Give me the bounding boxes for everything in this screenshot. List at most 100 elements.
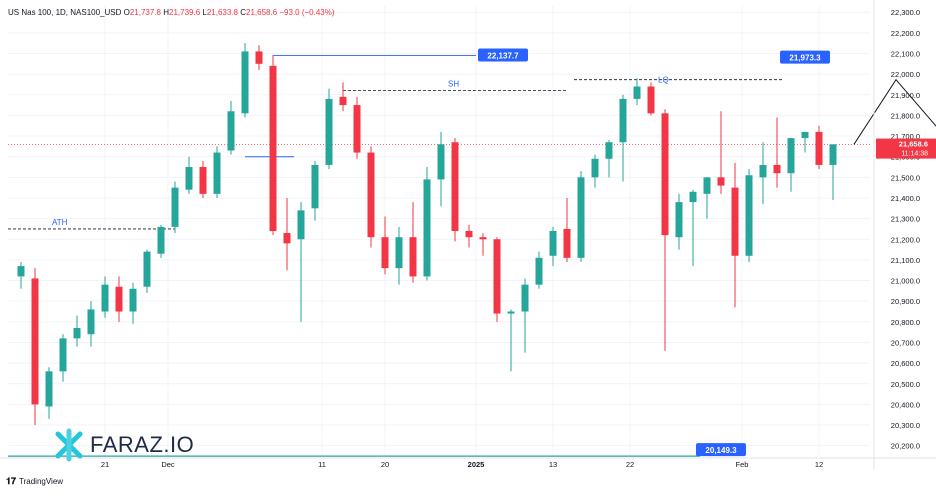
candle-body[interactable]: [451, 142, 459, 231]
candle-down[interactable]: [353, 96, 361, 159]
candle-body[interactable]: [185, 167, 193, 190]
candle-up[interactable]: [787, 138, 795, 192]
candle-body[interactable]: [87, 309, 95, 335]
candle-down[interactable]: [731, 162, 739, 308]
candle-up[interactable]: [87, 301, 95, 347]
candle-body[interactable]: [367, 152, 375, 238]
candle-down[interactable]: [647, 82, 655, 116]
candle-down[interactable]: [339, 82, 347, 112]
candle-body[interactable]: [45, 371, 53, 407]
candle-body[interactable]: [339, 96, 347, 106]
candle-down[interactable]: [381, 216, 389, 275]
candle-up[interactable]: [185, 156, 193, 194]
candle-body[interactable]: [269, 65, 277, 231]
candle-up[interactable]: [297, 202, 305, 322]
candle-up[interactable]: [325, 88, 333, 170]
candle-down[interactable]: [283, 197, 291, 271]
candle-body[interactable]: [395, 237, 403, 269]
candle-down[interactable]: [815, 125, 823, 170]
candle-up[interactable]: [507, 309, 515, 372]
candle-body[interactable]: [283, 233, 291, 244]
candle-down[interactable]: [773, 117, 781, 188]
candle-body[interactable]: [577, 177, 585, 258]
candle-body[interactable]: [521, 284, 529, 312]
candle-down[interactable]: [493, 237, 501, 322]
candle-body[interactable]: [661, 113, 669, 236]
candle-up[interactable]: [745, 169, 753, 262]
candle-up[interactable]: [59, 334, 67, 382]
candle-body[interactable]: [731, 187, 739, 256]
candle-body[interactable]: [157, 226, 165, 254]
candle-up[interactable]: [17, 261, 25, 289]
tradingview-watermark[interactable]: 𝟏𝟕 TradingView: [6, 476, 63, 487]
candle-up[interactable]: [703, 177, 711, 219]
candle-body[interactable]: [633, 86, 641, 99]
candle-body[interactable]: [759, 164, 767, 178]
candle-body[interactable]: [801, 131, 809, 139]
candle-up[interactable]: [633, 78, 641, 106]
candle-body[interactable]: [745, 175, 753, 256]
candle-up[interactable]: [549, 226, 557, 267]
candle-body[interactable]: [619, 98, 627, 143]
candle-up[interactable]: [171, 181, 179, 234]
candle-body[interactable]: [675, 202, 683, 238]
candle-body[interactable]: [815, 131, 823, 165]
candle-body[interactable]: [115, 286, 123, 312]
candle-body[interactable]: [241, 51, 249, 114]
candle-body[interactable]: [423, 179, 431, 277]
candle-up[interactable]: [577, 171, 585, 262]
candle-down[interactable]: [465, 224, 473, 248]
candle-up[interactable]: [311, 160, 319, 221]
candles-layer[interactable]: [17, 43, 837, 426]
candle-down[interactable]: [409, 202, 417, 283]
candle-body[interactable]: [213, 152, 221, 194]
candle-up[interactable]: [241, 43, 249, 118]
candle-down[interactable]: [255, 45, 263, 70]
candle-up[interactable]: [157, 224, 165, 258]
candle-body[interactable]: [73, 328, 81, 339]
candle-body[interactable]: [549, 231, 557, 256]
candle-down[interactable]: [199, 160, 207, 198]
candle-down[interactable]: [269, 55, 277, 236]
candle-body[interactable]: [59, 338, 67, 372]
candle-body[interactable]: [409, 237, 417, 277]
candle-up[interactable]: [129, 282, 137, 324]
candle-body[interactable]: [717, 177, 725, 186]
candle-up[interactable]: [101, 276, 109, 318]
candle-up[interactable]: [801, 131, 809, 153]
candle-body[interactable]: [227, 111, 235, 151]
candle-up[interactable]: [143, 249, 151, 293]
candle-up[interactable]: [437, 131, 445, 207]
candle-body[interactable]: [199, 167, 207, 194]
time-axis[interactable]: 21Dec112020251322Feb12Mar1221Apr10: [0, 457, 936, 469]
candle-body[interactable]: [647, 86, 655, 114]
candle-body[interactable]: [465, 231, 473, 238]
candle-up[interactable]: [521, 278, 529, 353]
candle-up[interactable]: [591, 154, 599, 188]
candle-up[interactable]: [73, 315, 81, 347]
candle-body[interactable]: [493, 239, 501, 314]
candle-up[interactable]: [829, 144, 837, 201]
candle-body[interactable]: [591, 158, 599, 178]
candle-up[interactable]: [423, 167, 431, 281]
candle-up[interactable]: [227, 100, 235, 155]
candle-body[interactable]: [353, 105, 361, 153]
candle-up[interactable]: [535, 251, 543, 289]
candle-body[interactable]: [31, 278, 39, 405]
candle-down[interactable]: [451, 138, 459, 242]
candle-body[interactable]: [689, 191, 697, 203]
candle-down[interactable]: [563, 197, 571, 262]
candle-body[interactable]: [325, 98, 333, 165]
candle-body[interactable]: [129, 288, 137, 312]
candle-body[interactable]: [829, 144, 837, 165]
candle-body[interactable]: [381, 237, 389, 269]
candle-down[interactable]: [115, 276, 123, 322]
candle-body[interactable]: [507, 311, 515, 314]
candle-body[interactable]: [17, 266, 25, 277]
candle-up[interactable]: [45, 367, 53, 419]
candle-body[interactable]: [773, 164, 781, 174]
candle-up[interactable]: [605, 140, 613, 178]
candle-down[interactable]: [717, 111, 725, 194]
